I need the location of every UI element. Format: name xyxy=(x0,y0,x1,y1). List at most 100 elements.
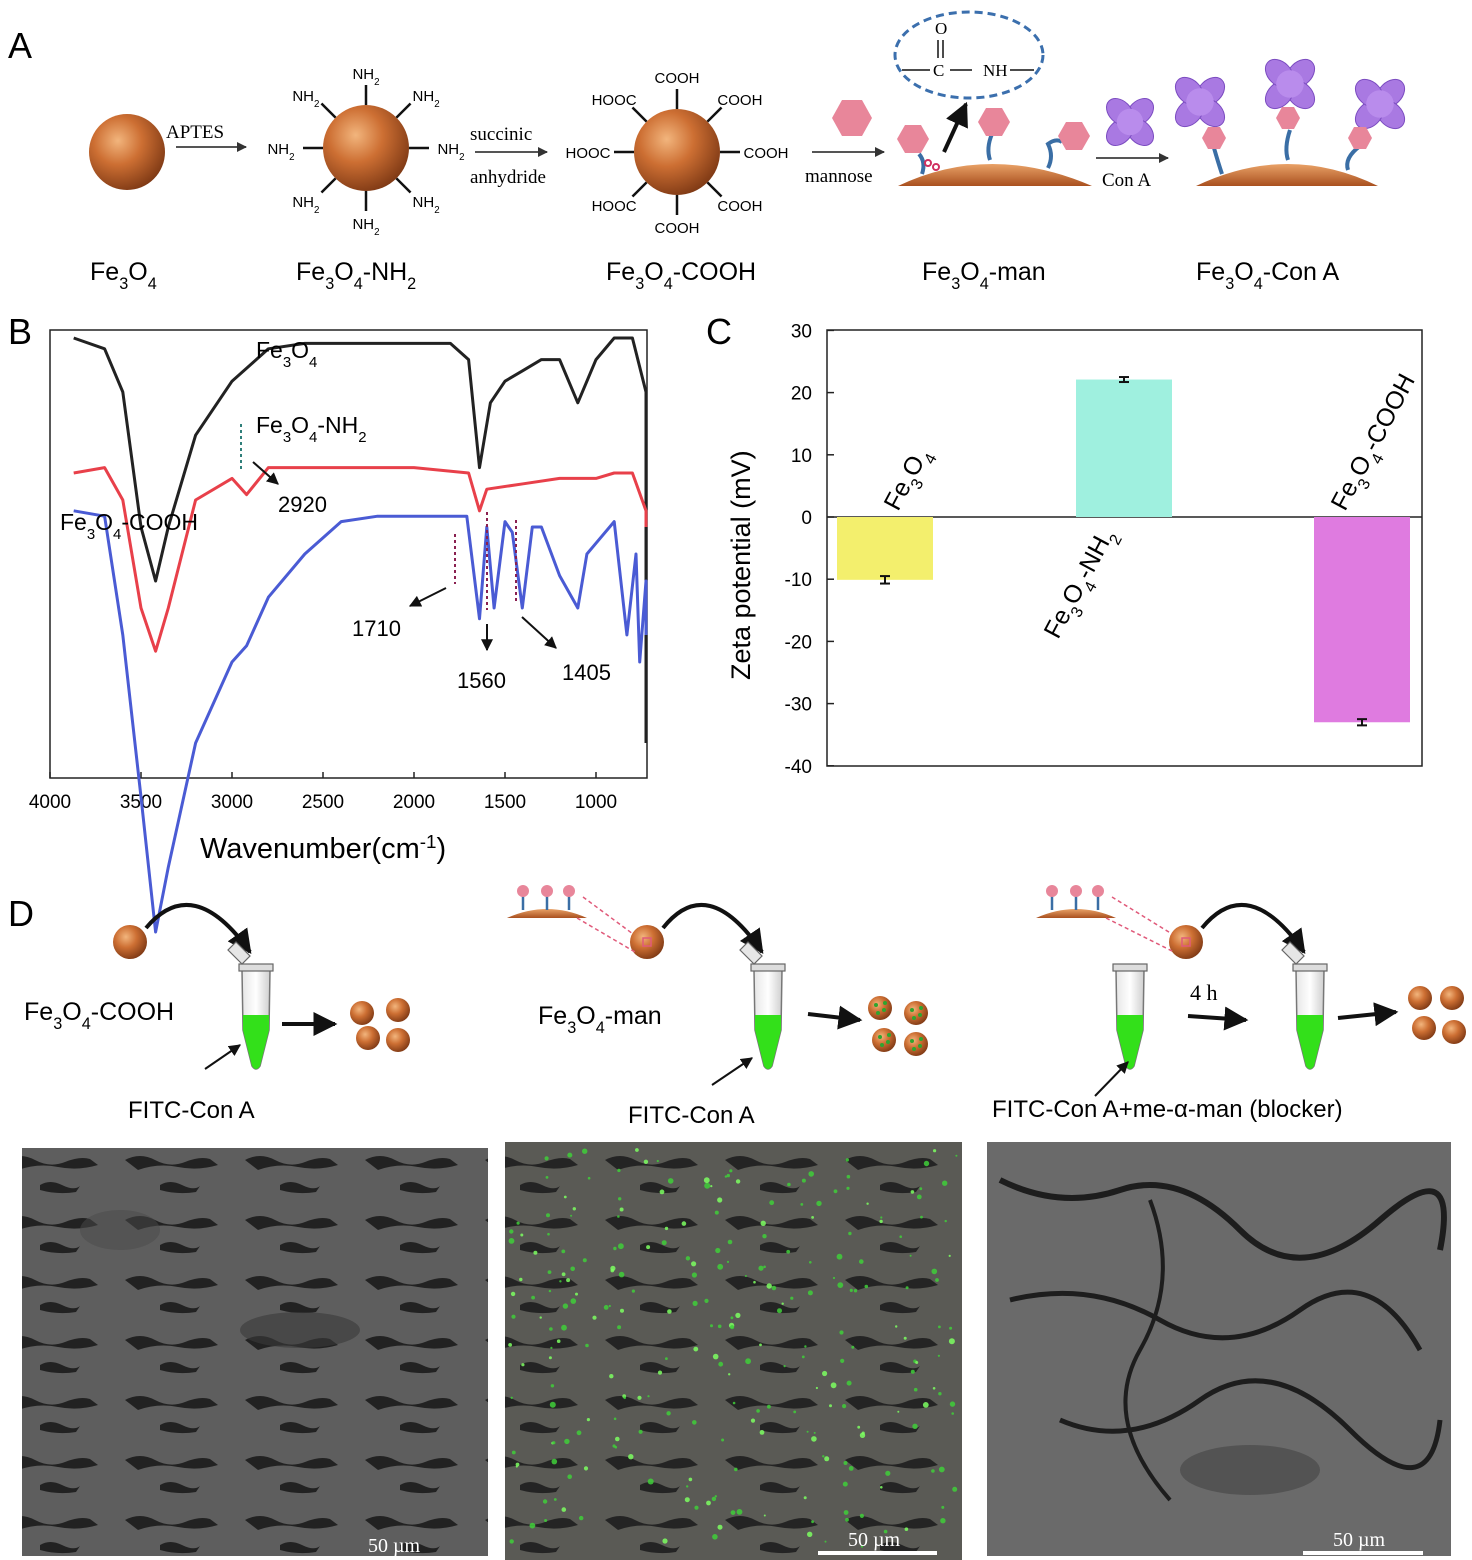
fluorescence-spot xyxy=(942,1180,948,1186)
fluorescence-spot xyxy=(553,1498,557,1501)
fluorescence-spot xyxy=(552,1441,556,1445)
eppendorf-tube xyxy=(1281,941,1328,1070)
cona-protein xyxy=(1264,58,1316,110)
fluorescence-spot xyxy=(938,1325,941,1329)
fluorescence-spot xyxy=(730,1316,734,1320)
carboxyl-bond xyxy=(631,106,648,123)
reagent-pointer xyxy=(1094,1061,1129,1097)
product-particle xyxy=(350,1001,374,1025)
fluorescence-spot xyxy=(910,1369,915,1374)
fluorescence-spot xyxy=(544,1156,549,1161)
incubation-time: 4 h xyxy=(1190,980,1218,1005)
fluorescence-spot xyxy=(570,1214,573,1217)
fluorescence-spot xyxy=(550,1346,553,1349)
fluorescence-spot xyxy=(845,1517,849,1522)
fluorescence-spot xyxy=(807,1531,813,1538)
fluorescence-spot xyxy=(849,1288,853,1292)
fluorescence-spot xyxy=(758,1265,764,1271)
label-fe3o4: Fe3O4 xyxy=(90,258,157,293)
incubation-arrow xyxy=(1187,1006,1249,1031)
fluorescence-spot xyxy=(704,1298,709,1303)
ytick-label: 0 xyxy=(801,508,812,529)
fluorescence-spot xyxy=(732,1401,736,1405)
fluorescence-spot xyxy=(617,1215,620,1218)
product-particle xyxy=(386,1028,410,1052)
fluorescence-spot xyxy=(547,1270,552,1274)
fluorescence-spot xyxy=(520,1233,524,1237)
fluorescence-spot xyxy=(807,1290,813,1296)
amine-label: NH2 xyxy=(413,88,440,110)
reagent-pointer xyxy=(711,1057,753,1086)
zeta-yticks: 30 20 10 0 -10 -20 -30 -40 xyxy=(785,321,834,778)
fluorescence-spot xyxy=(718,1361,724,1367)
fluorescence-spot xyxy=(561,1249,566,1254)
eppendorf-tube xyxy=(1112,963,1148,1070)
mannose-arrow-label: mannose xyxy=(805,166,873,187)
fluorescence-spot xyxy=(786,1249,791,1254)
fluorescence-spot xyxy=(576,1430,582,1436)
peak-label-2920: 2920 xyxy=(278,492,327,517)
fluorescence-spot xyxy=(659,1189,665,1195)
label-fe3o4-nh2: Fe3O4-NH2 xyxy=(296,258,416,293)
fluorescence-spot xyxy=(864,1284,869,1289)
fluorescence-spot xyxy=(811,1436,817,1442)
series-label-fe3o4-cooh: Fe3O4-COOH xyxy=(60,509,198,543)
product-particle xyxy=(356,1026,380,1050)
eppendorf-tube xyxy=(739,941,786,1070)
fluorescence-spot xyxy=(842,1404,847,1409)
fluorescence-spot xyxy=(801,1178,806,1183)
fluorescence-spot xyxy=(618,1243,624,1250)
panel-letter-d: D xyxy=(8,893,34,934)
fluorescence-spot xyxy=(949,1401,956,1407)
fluorescence-spot xyxy=(948,1254,951,1257)
ytick-label: -40 xyxy=(785,757,812,778)
fluorescence-spot xyxy=(609,1374,614,1379)
fluorescence-spot xyxy=(613,1417,617,1421)
zeta-bar-1 xyxy=(1076,379,1172,517)
fluorescence-spot xyxy=(561,1272,566,1277)
amide-o: O xyxy=(935,19,947,38)
fluorescence-spot xyxy=(665,1357,668,1360)
fluorescence-spot xyxy=(510,1396,513,1400)
fluorescence-spot xyxy=(859,1513,865,1518)
fluorescence-spot xyxy=(895,1325,898,1328)
fluorescence-spot xyxy=(531,1295,535,1300)
fluorescence-spot xyxy=(766,1283,772,1289)
fe3o4-cooh-particle: COOH COOH COOH COOH COOH HOOC HOOC HOOC xyxy=(566,70,789,237)
fluorescence-spot xyxy=(556,1339,561,1343)
d-scheme-1: Fe3O4-COOH FITC-Con A xyxy=(24,903,410,1124)
fluorescence-spot xyxy=(620,1308,624,1313)
result-arrow xyxy=(807,1005,863,1030)
fluorescence-spot xyxy=(617,1168,621,1173)
mannose-ligand xyxy=(1276,107,1300,129)
product-particle xyxy=(904,1001,928,1025)
fluorescence-spot xyxy=(922,1402,929,1408)
reagent-label: FITC-Con A+me-α-man (blocker) xyxy=(992,1096,1343,1123)
result-arrow xyxy=(1337,1002,1399,1027)
scale-bar-label-3: 50 µm xyxy=(1333,1529,1386,1551)
fluorescence-spot xyxy=(726,1173,730,1178)
amide-bond-marker xyxy=(924,159,932,167)
fluorescence-spot xyxy=(842,1481,848,1487)
fluorescence-spot xyxy=(883,1529,888,1534)
fluorescence-spot xyxy=(905,1286,909,1290)
fluorescence-spot xyxy=(619,1207,624,1212)
product-particle xyxy=(904,1032,928,1056)
micrograph-1: 50 µm xyxy=(22,1148,488,1560)
panel-letter-a: A xyxy=(8,25,32,66)
ftir-series xyxy=(73,336,648,934)
carboxyl-label: COOH xyxy=(717,92,762,109)
fluorescence-spot xyxy=(542,1499,548,1504)
fluorescence-spot xyxy=(691,1261,697,1267)
fluorescence-spot xyxy=(937,1354,941,1357)
fluorescence-spot xyxy=(808,1171,814,1177)
fluorescence-spot xyxy=(710,1324,713,1328)
fluorescence-spot xyxy=(618,1271,625,1278)
fluorescence-spot xyxy=(904,1527,909,1531)
fluorescence-spot xyxy=(717,1197,723,1203)
fluorescence-spot xyxy=(511,1450,516,1455)
zeta-plot-frame xyxy=(826,329,1423,767)
fluorescence-spot xyxy=(859,1259,864,1264)
fluorescence-spot xyxy=(570,1266,575,1272)
zeta-category-label: Fe3O4-COOH xyxy=(1326,369,1427,518)
